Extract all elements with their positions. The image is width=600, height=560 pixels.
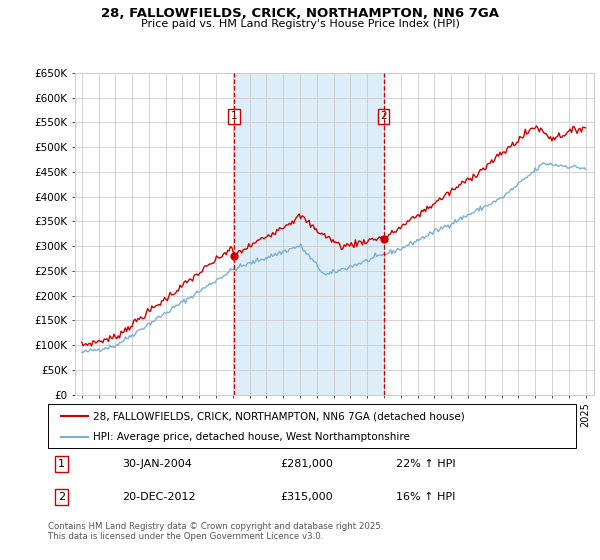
Text: 1: 1	[58, 459, 65, 469]
Bar	[234, 73, 383, 395]
Text: £315,000: £315,000	[280, 492, 333, 502]
Text: HPI: Average price, detached house, West Northamptonshire: HPI: Average price, detached house, West…	[93, 432, 410, 442]
Text: 16% ↑ HPI: 16% ↑ HPI	[397, 492, 456, 502]
Text: 30-JAN-2004: 30-JAN-2004	[122, 459, 192, 469]
Text: 2: 2	[58, 492, 65, 502]
Text: 1: 1	[231, 111, 238, 122]
Text: 2: 2	[380, 111, 387, 122]
Text: 28, FALLOWFIELDS, CRICK, NORTHAMPTON, NN6 7GA: 28, FALLOWFIELDS, CRICK, NORTHAMPTON, NN…	[101, 7, 499, 20]
FancyBboxPatch shape	[48, 404, 576, 448]
Text: 20-DEC-2012: 20-DEC-2012	[122, 492, 196, 502]
Text: 22% ↑ HPI: 22% ↑ HPI	[397, 459, 456, 469]
Text: 28, FALLOWFIELDS, CRICK, NORTHAMPTON, NN6 7GA (detached house): 28, FALLOWFIELDS, CRICK, NORTHAMPTON, NN…	[93, 411, 464, 421]
Text: Price paid vs. HM Land Registry's House Price Index (HPI): Price paid vs. HM Land Registry's House …	[140, 19, 460, 29]
Text: Contains HM Land Registry data © Crown copyright and database right 2025.
This d: Contains HM Land Registry data © Crown c…	[48, 522, 383, 542]
Text: £281,000: £281,000	[280, 459, 333, 469]
